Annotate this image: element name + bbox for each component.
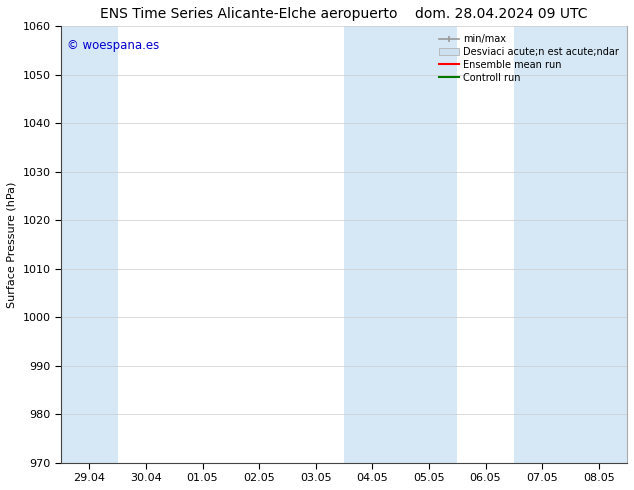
Legend: min/max, Desviaci acute;n est acute;ndar, Ensemble mean run, Controll run: min/max, Desviaci acute;n est acute;ndar…	[436, 31, 622, 86]
Text: © woespana.es: © woespana.es	[67, 39, 159, 52]
Bar	[514, 26, 571, 463]
Title: ENS Time Series Alicante-Elche aeropuerto    dom. 28.04.2024 09 UTC: ENS Time Series Alicante-Elche aeropuert…	[100, 7, 588, 21]
Bar	[401, 26, 457, 463]
Bar	[61, 26, 118, 463]
Bar	[571, 26, 627, 463]
Y-axis label: Surface Pressure (hPa): Surface Pressure (hPa)	[7, 181, 17, 308]
Bar	[344, 26, 401, 463]
